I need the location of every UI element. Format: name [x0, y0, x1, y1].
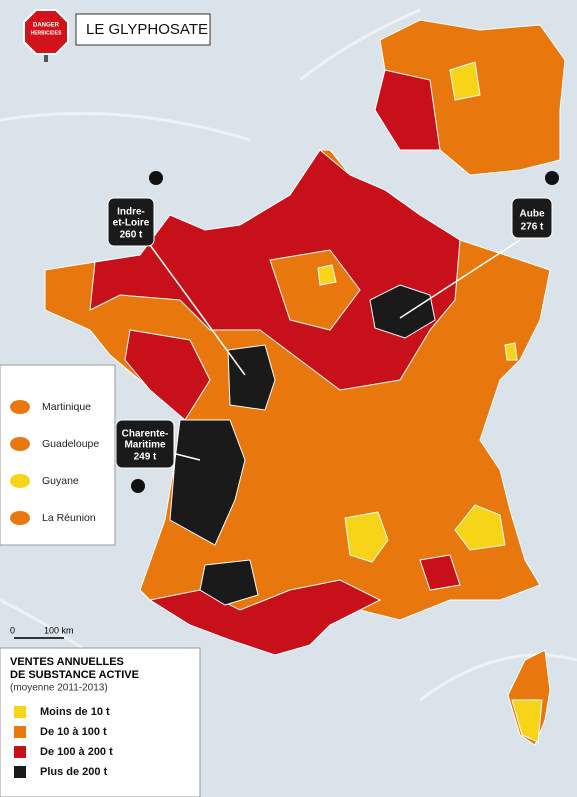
region-red-sw: [148, 579, 382, 656]
dept-lot-et-garonne: [199, 559, 259, 606]
dept-indre-et-loire: [227, 344, 276, 411]
region-orange-center: [269, 249, 361, 331]
callout-can: [115, 419, 175, 469]
leader-line: [399, 239, 521, 319]
legend-label: De 100 à 200 t: [40, 746, 113, 758]
legend-swatch: [14, 706, 26, 718]
overseas-list: Martinique Guadeloupe Guyane La Réunion: [10, 400, 99, 525]
callout-value: 276 t: [521, 222, 544, 233]
callout-name: Maritime: [124, 440, 166, 451]
callout: Aube 276 t: [511, 197, 553, 239]
overseas-shape: [10, 511, 30, 525]
sign-octagon: [23, 9, 69, 55]
legend-box: [0, 647, 201, 797]
overseas-shape: [10, 400, 30, 414]
dept-charente-maritime: [169, 419, 246, 546]
callout: Charente- Maritime 249 t: [115, 419, 175, 469]
callout-name: Charente-: [122, 429, 169, 440]
callout: Indre- et-Loire 260 t: [107, 197, 155, 247]
overseas-label: Guadeloupe: [42, 438, 99, 450]
overseas-label: La Réunion: [42, 512, 96, 524]
legend-subtitle: (moyenne 2011-2013): [10, 683, 108, 694]
dept-territoire-belfort: [504, 342, 518, 361]
region-red-vaucluse: [419, 554, 461, 591]
legend-swatch: [14, 766, 26, 778]
overseas-shape: [10, 474, 30, 488]
overseas-label: Guyane: [42, 475, 79, 487]
callout-can: [107, 197, 155, 247]
legend-title: VENTES ANNUELLES: [10, 656, 124, 668]
legend-label: Plus de 200 t: [40, 766, 108, 778]
legend-label: De 10 à 100 t: [40, 726, 107, 738]
corse-du-sud: [511, 699, 543, 743]
skulls: [131, 171, 559, 493]
sea-lines: [0, 8, 577, 702]
leader-line: [149, 244, 246, 376]
sign-text: HERBICIDES: [31, 30, 63, 36]
sign-text: DANGER: [33, 23, 60, 29]
legend-swatch: [14, 746, 26, 758]
callout-value: 249 t: [134, 452, 157, 463]
dept-puy-de-dome: [344, 511, 389, 563]
skull: [545, 171, 559, 185]
title-box: [75, 13, 211, 46]
scale-label: 0: [10, 625, 15, 635]
idf-paris: [449, 61, 481, 101]
callout-name: Aube: [520, 209, 545, 220]
skull: [149, 171, 163, 185]
legend-title: DE SUBSTANCE ACTIVE: [10, 669, 139, 681]
scale-label: 100 km: [44, 625, 74, 635]
legend-items: Moins de 10 t De 10 à 100 t De 100 à 200 t…: [14, 706, 113, 778]
legend-label: Moins de 10 t: [40, 706, 110, 718]
idf-red: [374, 69, 441, 151]
title: LE GLYPHOSATE: [86, 21, 208, 38]
callout-value: 260 t: [120, 230, 143, 241]
callout-can: [511, 197, 553, 239]
danger-sign: DANGER HERBICIDES: [23, 9, 69, 62]
dept-isere: [454, 504, 506, 551]
dept-paris: [317, 264, 337, 286]
overseas-shape: [10, 437, 30, 451]
dept-aube: [369, 284, 436, 339]
skull: [131, 479, 145, 493]
legend-swatch: [14, 726, 26, 738]
overseas-label: Martinique: [42, 401, 91, 413]
callout-name: Indre-: [117, 207, 145, 218]
callout-name: et-Loire: [113, 218, 150, 229]
